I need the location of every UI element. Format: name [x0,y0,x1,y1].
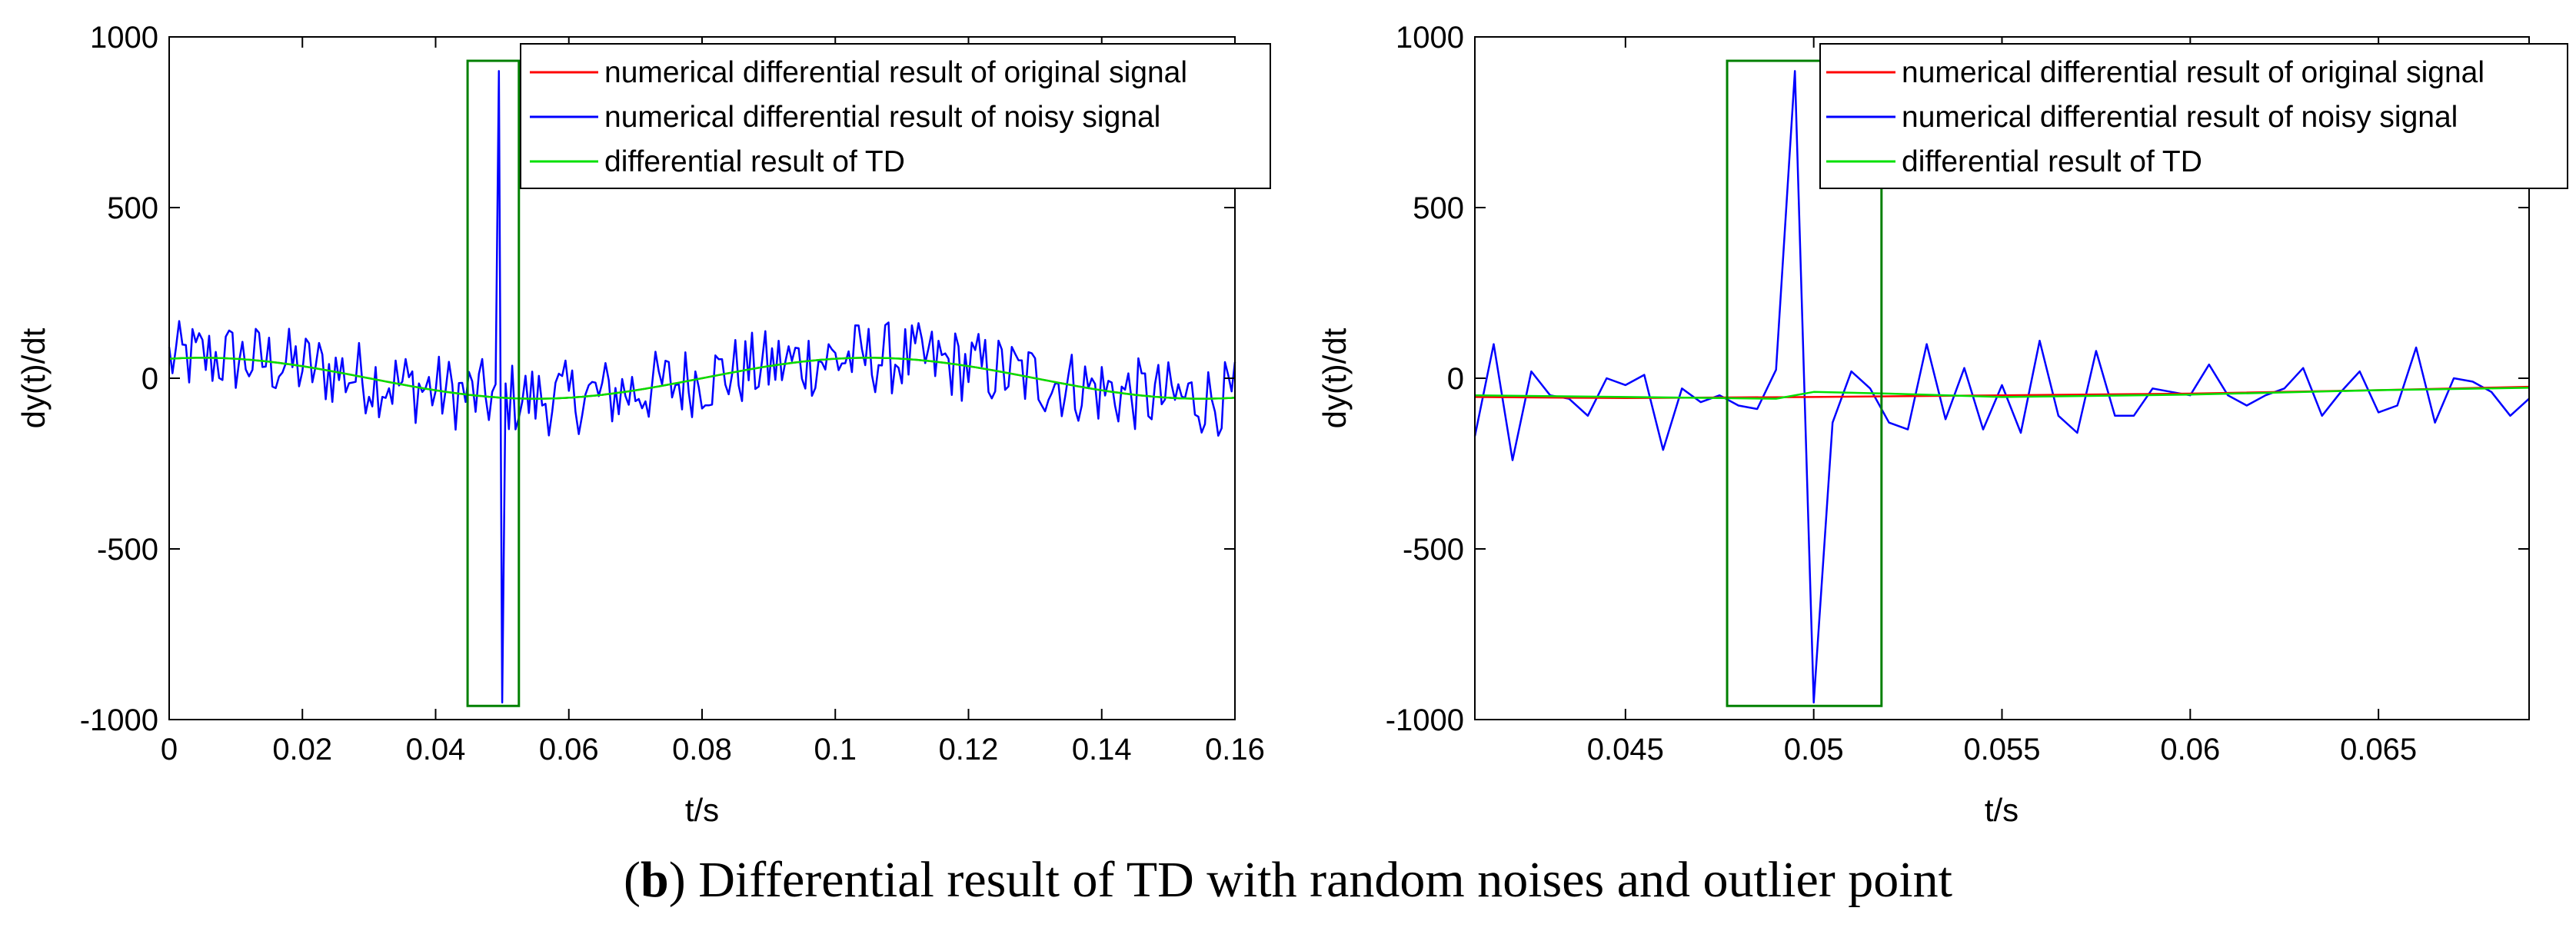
x-tick-label-left: 0.12 [939,733,999,766]
x-tick-label-left: 0.06 [539,733,599,766]
y-tick-label-right: 1000 [1396,21,1464,55]
legend-right: numerical differential result of origina… [1819,43,2568,189]
legend-label-original-right: numerical differential result of origina… [1902,56,2484,89]
x-tick-label-right: 0.045 [1587,733,1664,766]
chart-right: 0.045 0.05 0.055 0.06 0.065 1000 500 0 -500 -1000… [1316,21,2568,828]
left-series-group [168,70,1236,704]
x-tick-label-right: 0.05 [1784,733,1844,766]
y-tick-label-left: 0 [141,362,158,396]
x-tick-label-left: 0.14 [1072,733,1132,766]
legend-box-right [1819,43,2568,189]
y-tick-label-left: 1000 [90,21,158,55]
y-tick-label-right: 0 [1447,362,1464,396]
y-tick-label-left: -1000 [80,703,158,737]
x-tick-label-left: 0 [161,733,178,766]
legend-label-td-right: differential result of TD [1902,145,2202,178]
x-tick-label-left: 0.08 [672,733,732,766]
legend-label-noisy-left: numerical differential result of noisy s… [604,101,1160,134]
x-axis-label-right: t/s [1985,792,2019,828]
legend-label-noisy-right: numerical differential result of noisy s… [1902,101,2458,134]
legend-box-left [520,43,1271,189]
x-tick-label-left: 0.1 [814,733,857,766]
x-tick-label-left: 0.04 [406,733,466,766]
caption-label: b [641,852,669,908]
y-tick-label-right: -1000 [1386,703,1464,737]
y-tick-label-left: 500 [107,191,158,225]
y-tick-label-right: -500 [1403,533,1464,567]
right-series-group [1473,70,2530,704]
series-line-td-left [168,357,1236,400]
left-ticks: 0 0.02 0.04 0.06 0.08 0.1 0.12 0.14 0.16 1000 500 0… [80,21,1265,766]
x-tick-label-left: 0.16 [1205,733,1265,766]
legend-label-td-left: differential result of TD [604,145,905,178]
right-ticks: 0.045 0.05 0.055 0.06 0.065 1000 500 0 -500 -1000 [1386,21,2529,766]
legend-left: numerical differential result of origina… [520,43,1271,189]
series-line-td-right [1474,387,2530,400]
caption-text: Differential result of TD with random no… [698,852,1952,908]
y-axis-label-left: dy(t)/dt [15,328,52,428]
figure-caption: (b) Differential result of TD with rando… [624,852,1952,908]
highlight-box-left [466,59,521,707]
x-tick-label-right: 0.065 [2340,733,2417,766]
x-tick-label-left: 0.02 [272,733,332,766]
highlight-box-right [1726,59,1883,707]
x-axis-label-left: t/s [685,792,719,828]
series-line-noisy-right [1473,70,2530,704]
y-tick-label-right: 500 [1413,191,1464,225]
y-axis-label-right: dy(t)/dt [1316,328,1353,428]
x-tick-label-right: 0.055 [1963,733,2040,766]
legend-label-original-left: numerical differential result of origina… [604,56,1187,89]
y-tick-label-left: -500 [97,533,158,567]
chart-left: 0 0.02 0.04 0.06 0.08 0.1 0.12 0.14 0.16 1000 500 0… [15,21,1271,828]
x-tick-label-right: 0.06 [2160,733,2220,766]
